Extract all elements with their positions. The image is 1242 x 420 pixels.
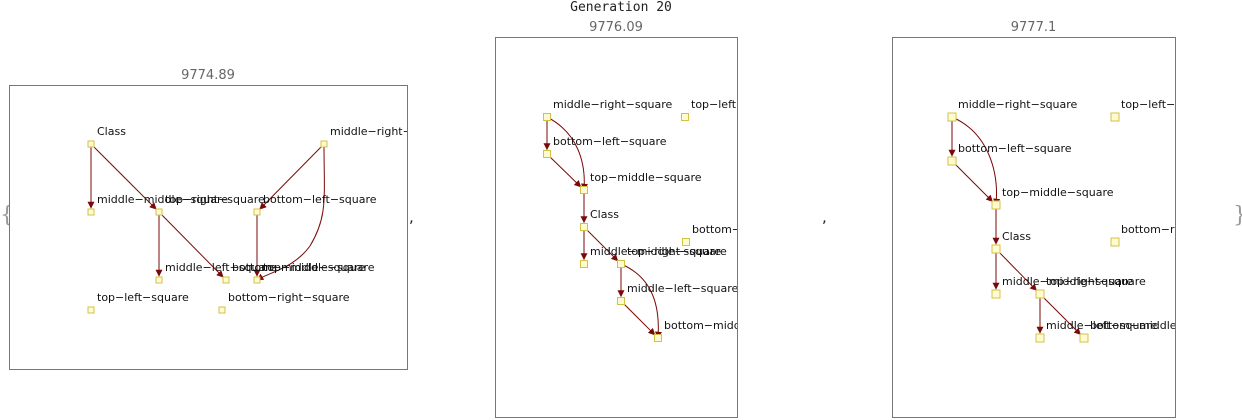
graph-3-score: 9777.1: [1010, 20, 1057, 35]
node-a5-marker: [580, 223, 588, 231]
node-a8-marker: [617, 260, 625, 268]
edge-a1-a4: [546, 116, 588, 191]
node-a2-marker: [681, 113, 689, 121]
node-b10-marker: [1079, 333, 1089, 343]
node-n3-label: middle−middle−square: [97, 193, 228, 206]
graph-2-svg: middle−right−square top−left−square bottom…: [543, 98, 737, 342]
edge-n1-n4: [90, 143, 157, 210]
node-b8-label: top−right−square: [1046, 275, 1146, 288]
separator-comma-1: ,: [409, 208, 414, 226]
edge-n4-n7: [158, 211, 224, 278]
node-b9-label: middle−left−square: [1046, 319, 1158, 332]
node-a5-label: Class: [590, 208, 619, 221]
edge-a3-a4: [546, 153, 582, 188]
node-n6-label: middle−left−square: [165, 261, 277, 274]
edge-n2-n8: [256, 143, 325, 281]
node-n8-label: top−middle−square: [263, 261, 375, 274]
node-a3-label: bottom−left−square: [553, 135, 667, 148]
node-n1-marker: [87, 140, 95, 148]
node-n6-marker: [155, 276, 163, 284]
graph-1-score: 9774.89: [181, 68, 235, 83]
edge-n2-n5: [259, 143, 325, 210]
node-b2-marker: [1110, 112, 1120, 122]
node-a6-label: bottom−right−square: [692, 223, 737, 236]
node-a9-marker: [617, 297, 625, 305]
edge-b3-b4: [951, 160, 993, 202]
edge-b1-b4: [951, 116, 1001, 206]
close-brace: }: [1233, 203, 1242, 228]
node-a10-label: bottom−middle−square: [664, 319, 737, 332]
node-a6-marker: [682, 238, 690, 246]
edge-a8-a10: [620, 263, 662, 339]
graph-1-panel: Class middle−right−square middle−middle−sq…: [9, 85, 408, 370]
edge-a5-a8: [583, 226, 619, 262]
node-a4-marker: [580, 186, 588, 194]
node-n3-marker: [87, 208, 95, 216]
graph-3-panel: middle−right−square top−left−square bottom…: [892, 37, 1176, 418]
node-n9-marker: [87, 306, 95, 314]
node-n7-label: bottom−middle−square: [232, 261, 365, 274]
node-a2-label: top−left−square: [691, 98, 737, 111]
node-n5-label: bottom−left−square: [263, 193, 377, 206]
node-n10-label: bottom−right−square: [228, 291, 350, 304]
node-b3-label: bottom−left−square: [958, 142, 1072, 155]
node-n10-marker: [218, 306, 226, 314]
node-a4-label: top−middle−square: [590, 171, 702, 184]
node-b6-label: bottom−right−square: [1121, 223, 1175, 236]
graph-3-svg: middle−right−square top−left−square bottom…: [947, 98, 1175, 343]
node-b5-marker: [991, 244, 1001, 254]
node-n4-marker: [155, 208, 163, 216]
node-a10-marker: [654, 334, 662, 342]
node-a7-label: middle−middle−square: [590, 245, 721, 258]
graph-1-svg: Class middle−right−square middle−middle−sq…: [87, 125, 407, 314]
page-title: Generation 20: [570, 0, 672, 15]
node-n7-marker: [222, 276, 230, 284]
node-a1-marker: [543, 113, 551, 121]
edge-b5-b8: [995, 248, 1037, 291]
node-b4-marker: [991, 200, 1001, 210]
node-b2-label: top−left−square: [1121, 98, 1175, 111]
node-a1-label: middle−right−square: [553, 98, 673, 111]
separator-comma-2: ,: [822, 208, 827, 226]
node-n5-marker: [253, 208, 261, 216]
node-b6-marker: [1110, 237, 1120, 247]
node-a7-marker: [580, 260, 588, 268]
node-n1-label: Class: [97, 125, 126, 138]
node-b7-marker: [991, 289, 1001, 299]
node-a3-marker: [543, 150, 551, 158]
node-n8-marker: [253, 276, 261, 284]
node-n4-label: top−right−square: [165, 193, 265, 206]
node-b3-marker: [947, 156, 957, 166]
node-a9-label: middle−left−square: [627, 282, 737, 295]
node-a8-label: top−right−square: [627, 245, 727, 258]
graph-2-score: 9776.09: [589, 20, 643, 35]
node-b1-label: middle−right−square: [958, 98, 1078, 111]
node-b5-label: Class: [1002, 230, 1031, 243]
node-n9-label: top−left−square: [97, 291, 189, 304]
node-b1-marker: [947, 112, 957, 122]
node-b8-marker: [1035, 289, 1045, 299]
graph-2-panel: middle−right−square top−left−square bottom…: [495, 37, 738, 418]
node-b4-label: top−middle−square: [1002, 186, 1114, 199]
edge-a9-a10: [620, 300, 656, 336]
node-n2-label: middle−right−square: [330, 125, 407, 138]
node-n2-marker: [320, 140, 328, 148]
node-b9-marker: [1035, 333, 1045, 343]
node-b7-label: middle−middle−square: [1002, 275, 1133, 288]
node-b10-label: bottom−middle−square: [1090, 319, 1175, 332]
edge-b8-b10: [1039, 293, 1081, 335]
